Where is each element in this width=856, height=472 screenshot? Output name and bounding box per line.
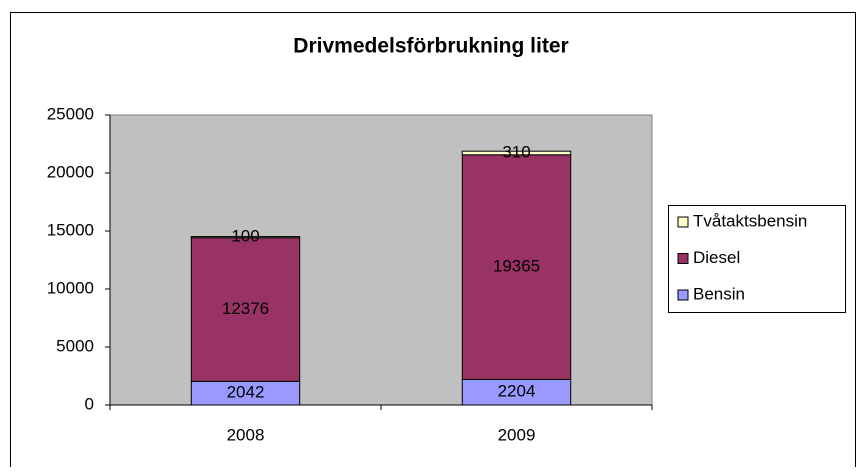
legend-swatch [677,253,689,264]
legend-label: Tvåtaktsbensin [693,211,807,230]
data-label: 2204 [498,382,536,401]
data-label: 12376 [222,299,269,318]
chart-title: Drivmedelsförbrukning liter [293,35,568,58]
legend-swatch [677,216,689,228]
y-tick-label: 10000 [47,278,94,297]
legend-label: Diesel [693,248,740,267]
y-tick-label: 20000 [47,162,94,181]
bar-segment [461,150,572,156]
legend-swatch [677,289,689,301]
bar-segment [461,154,572,380]
data-label: 19365 [493,257,540,276]
y-tick-label: 15000 [47,220,94,239]
x-tick-label: 2009 [498,425,536,444]
bar-segment [461,378,572,406]
data-label: 100 [231,227,259,246]
bar-segment [190,236,301,239]
data-label: 2042 [227,383,265,402]
y-tick-label: 5000 [56,336,94,355]
data-label: 310 [502,142,530,161]
y-tick-label: 25000 [47,104,94,123]
legend-label: Bensin [693,284,745,303]
y-tick-label: 0 [85,394,94,413]
x-tick-label: 2008 [227,425,265,444]
legend-box [668,205,846,313]
